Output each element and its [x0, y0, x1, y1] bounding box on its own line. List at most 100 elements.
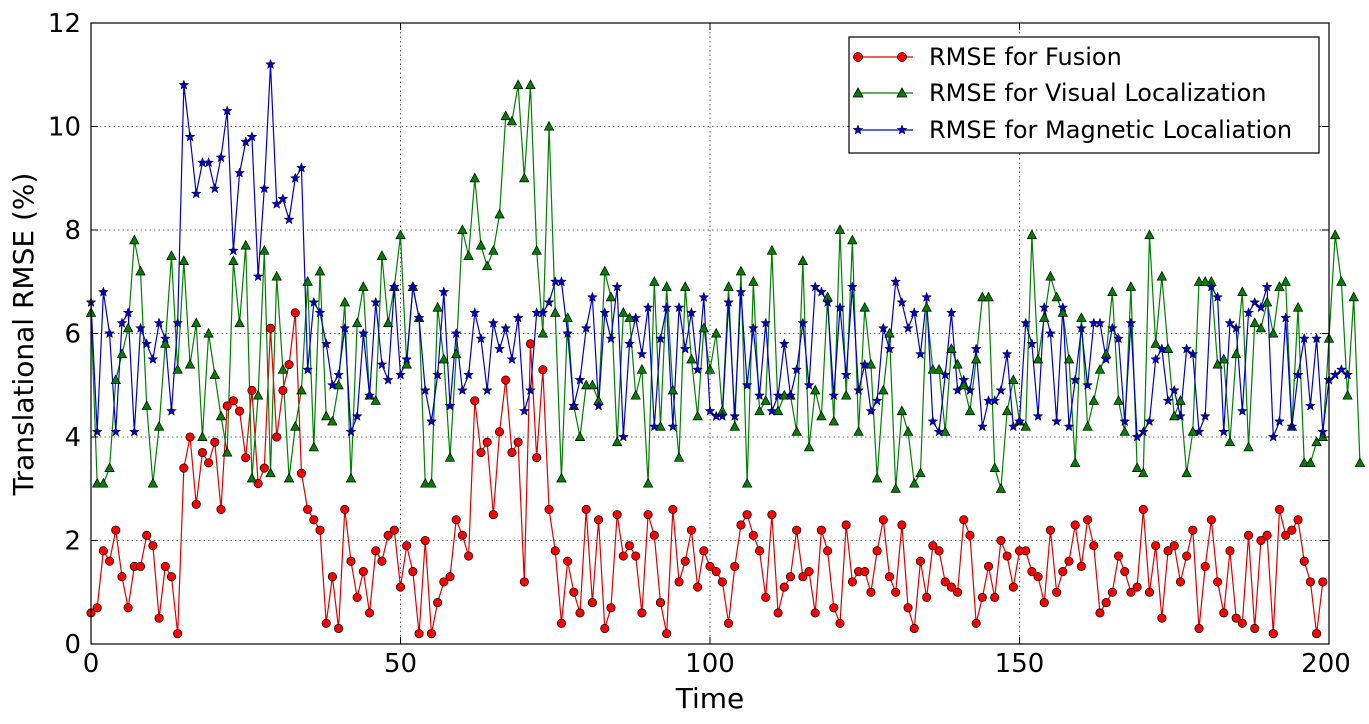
y-tick-label: 12 — [48, 9, 81, 39]
data-point-visual — [1330, 229, 1341, 240]
data-point-visual — [642, 477, 654, 488]
data-point-magnetic — [1032, 410, 1044, 421]
data-point-fusion — [594, 515, 604, 525]
data-point-fusion — [1225, 546, 1235, 556]
y-tick-label: 10 — [48, 113, 81, 143]
data-point-magnetic — [1100, 353, 1112, 364]
data-point-magnetic — [673, 301, 685, 313]
data-point-visual — [711, 327, 722, 338]
data-point-fusion — [798, 572, 808, 582]
data-point-magnetic — [958, 374, 970, 385]
data-point-fusion — [668, 504, 678, 514]
data-point-visual — [723, 281, 734, 291]
data-point-fusion — [847, 577, 857, 587]
data-point-magnetic — [475, 332, 487, 344]
data-point-fusion — [829, 603, 839, 613]
data-point-magnetic — [828, 389, 840, 401]
data-point-fusion — [767, 510, 777, 520]
data-point-fusion — [135, 561, 146, 571]
data-point-visual — [1051, 291, 1062, 302]
data-point-magnetic — [723, 296, 735, 308]
data-point-fusion — [389, 525, 399, 535]
legend-label-visual: RMSE for Visual Localization — [929, 79, 1266, 107]
data-point-magnetic — [1168, 384, 1180, 396]
data-point-fusion — [556, 618, 566, 628]
data-point-visual — [797, 255, 809, 265]
data-point-visual — [1212, 358, 1223, 369]
data-point-fusion — [259, 463, 269, 473]
data-point-visual — [500, 110, 511, 121]
data-point-visual — [1274, 281, 1285, 291]
data-point-fusion — [154, 613, 164, 623]
data-point-magnetic — [221, 105, 233, 116]
data-point-visual — [457, 224, 468, 234]
data-point-visual — [351, 317, 363, 328]
data-point-magnetic — [1106, 322, 1118, 333]
data-point-fusion — [1299, 556, 1309, 566]
data-point-visual — [946, 343, 957, 353]
data-point-magnetic — [1001, 348, 1013, 359]
data-point-fusion — [835, 618, 845, 628]
data-point-fusion — [228, 396, 238, 406]
data-point-visual — [1088, 395, 1099, 405]
data-point-fusion — [891, 587, 901, 597]
data-point-magnetic — [902, 322, 914, 333]
data-point-fusion — [693, 582, 703, 592]
data-point-visual — [321, 410, 332, 421]
x-tick-label: 150 — [995, 649, 1045, 679]
data-point-magnetic — [234, 167, 246, 178]
data-point-visual — [599, 265, 610, 276]
data-point-fusion — [1268, 629, 1278, 639]
data-point-fusion — [402, 541, 412, 551]
data-point-visual — [667, 384, 679, 395]
data-point-fusion — [501, 375, 511, 385]
data-point-fusion — [265, 323, 276, 333]
data-point-visual — [240, 239, 251, 250]
data-point-fusion — [1182, 551, 1192, 561]
data-point-fusion — [1101, 598, 1111, 608]
data-point-fusion — [649, 530, 659, 540]
data-point-magnetic — [246, 131, 258, 142]
data-point-fusion — [309, 515, 319, 525]
data-point-fusion — [544, 504, 554, 514]
data-point-visual — [661, 281, 672, 291]
data-point-magnetic — [537, 307, 549, 318]
data-point-fusion — [482, 437, 492, 447]
data-point-magnetic — [506, 353, 518, 364]
data-point-fusion — [575, 608, 585, 618]
data-point-fusion — [1250, 623, 1260, 634]
data-point-magnetic — [1051, 415, 1063, 427]
data-point-fusion — [414, 629, 424, 639]
data-point-visual — [1156, 270, 1168, 281]
data-point-visual — [246, 472, 258, 483]
data-point-fusion — [476, 447, 486, 458]
data-point-fusion — [488, 510, 498, 520]
data-point-visual — [1243, 441, 1254, 452]
data-point-fusion — [1243, 530, 1254, 540]
data-point-visual — [525, 79, 536, 90]
data-point-magnetic — [921, 291, 933, 302]
data-point-fusion — [117, 572, 127, 582]
data-point-magnetic — [456, 384, 468, 396]
data-point-magnetic — [518, 405, 530, 416]
data-point-fusion — [686, 525, 696, 535]
data-point-magnetic — [803, 379, 815, 390]
data-point-fusion — [346, 556, 356, 566]
data-point-magnetic — [283, 213, 295, 225]
data-point-visual — [754, 405, 765, 416]
data-point-visual — [543, 120, 555, 131]
data-point-magnetic — [1144, 415, 1155, 427]
data-point-visual — [611, 436, 623, 447]
data-point-fusion — [470, 396, 480, 406]
data-point-visual — [420, 477, 431, 488]
data-point-magnetic — [747, 322, 759, 333]
data-point-magnetic — [1020, 317, 1032, 328]
data-point-fusion — [1002, 551, 1012, 561]
data-point-magnetic — [1342, 369, 1354, 380]
data-point-magnetic — [1267, 431, 1279, 442]
data-point-fusion — [507, 447, 517, 458]
data-point-visual — [438, 353, 450, 364]
y-tick-label: 6 — [64, 320, 81, 350]
data-point-magnetic — [289, 172, 301, 183]
data-point-visual — [741, 477, 753, 488]
